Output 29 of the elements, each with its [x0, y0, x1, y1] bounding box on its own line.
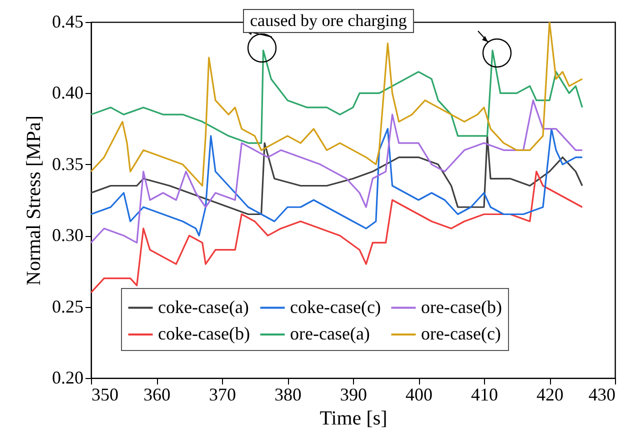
y-tick-label: 0.35 — [52, 154, 84, 174]
legend-label: ore-case(c) — [421, 324, 501, 344]
legend-label: ore-case(a) — [290, 324, 370, 344]
line-series — [91, 50, 584, 144]
y-tick-label: 0.20 — [52, 368, 84, 388]
y-tick-label: 0.25 — [52, 296, 84, 316]
x-tick-label: 420 — [536, 384, 564, 404]
legend-label: coke-case(b) — [158, 324, 250, 344]
x-tick-label: 390 — [340, 384, 367, 404]
y-tick-label: 0.30 — [52, 225, 84, 246]
x-tick-label: 380 — [274, 384, 302, 404]
x-tick-label: 360 — [144, 384, 170, 404]
x-tick-label: 350 — [92, 384, 118, 404]
line-series — [91, 100, 584, 244]
x-tick-label: 400 — [406, 384, 432, 404]
y-tick-label: 0.45 — [52, 12, 84, 32]
line-series — [91, 135, 584, 216]
x-tick-label: 370 — [209, 384, 236, 404]
legend-label: coke-case(c) — [290, 296, 381, 317]
y-axis-title: Normal Stress [MPa] — [23, 116, 45, 286]
line-series — [91, 170, 584, 294]
x-tick-label: 430 — [588, 384, 616, 404]
line-series — [91, 128, 584, 236]
legend-label: coke-case(a) — [158, 296, 249, 317]
annotation: caused by ore charging — [243, 9, 414, 33]
legend-label: ore-case(b) — [421, 296, 502, 317]
x-tick-label: 410 — [471, 384, 498, 404]
x-axis-title: Time [s] — [320, 408, 388, 430]
y-tick-label: 0.40 — [52, 82, 84, 103]
